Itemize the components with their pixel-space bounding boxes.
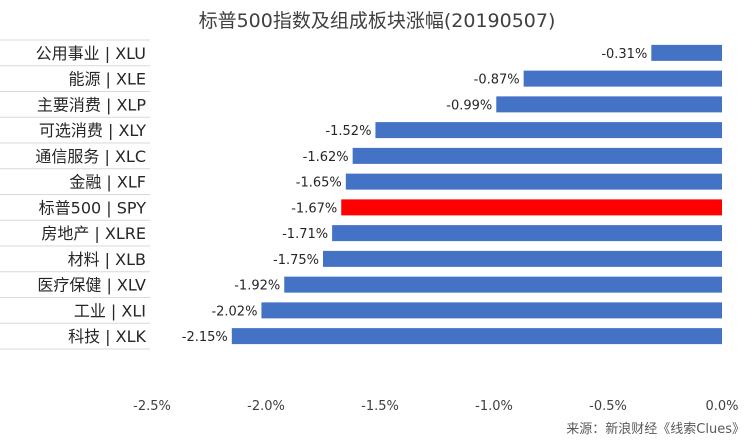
bar xyxy=(523,70,722,87)
x-tick-label: -2.0% xyxy=(247,399,285,414)
data-label: -1.75% xyxy=(273,253,319,268)
data-label: -2.02% xyxy=(211,304,257,319)
category-label: 材料 | XLB xyxy=(68,250,146,269)
bars xyxy=(231,44,723,345)
category-label: 可选消费 | XLY xyxy=(39,121,146,140)
data-labels: -0.31% -0.87% -0.99% -1.52% -1.62% -1.65% -1.6… xyxy=(182,47,648,345)
bar xyxy=(496,96,722,113)
x-tick-label: -1.5% xyxy=(361,399,399,414)
data-label: -1.67% xyxy=(291,201,337,216)
data-label: -1.92% xyxy=(234,279,280,294)
category-label: 标普500 | SPY xyxy=(39,198,147,217)
row-separators xyxy=(0,39,150,350)
x-tick-label: -0.5% xyxy=(589,399,627,414)
category-label: 房地产 | XLRE xyxy=(41,224,146,243)
category-label: 工业 | XLI xyxy=(74,301,146,320)
category-label: 医疗保健 | XLV xyxy=(37,276,146,295)
data-label: -1.65% xyxy=(296,176,342,191)
x-tick-label: -1.0% xyxy=(475,399,513,414)
bar xyxy=(345,173,722,190)
category-label: 公用事业 | XLU xyxy=(36,44,146,63)
bar xyxy=(341,199,722,216)
bar xyxy=(352,147,722,164)
category-label: 主要消费 | XLP xyxy=(37,95,146,114)
bar xyxy=(323,250,722,267)
data-label: -1.52% xyxy=(325,124,371,139)
x-axis-ticks: -2.5% -2.0% -1.5% -1.0% -0.5% 0.0% xyxy=(133,399,738,414)
category-label: 金融 | XLF xyxy=(69,173,146,192)
bar xyxy=(651,44,722,61)
x-tick-label: -2.5% xyxy=(133,399,171,414)
bar xyxy=(284,276,722,293)
category-label: 能源 | XLE xyxy=(68,70,146,89)
data-label: -0.99% xyxy=(446,98,492,113)
data-label: -1.71% xyxy=(282,227,328,242)
bar xyxy=(375,122,722,139)
data-label: -0.87% xyxy=(474,73,520,88)
data-label: -1.62% xyxy=(303,150,349,165)
data-label: -2.15% xyxy=(182,330,228,345)
source-note: 来源：新浪财经《线索Clues》 xyxy=(566,421,745,437)
bar xyxy=(332,225,722,242)
chart-title: 标普500指数及组成板块涨幅(20190507) xyxy=(199,10,556,32)
category-label: 通信服务 | XLC xyxy=(35,147,146,166)
category-labels: 公用事业 | XLU 能源 | XLE 主要消费 | XLP 可选消费 | XLY 通信… xyxy=(35,44,146,346)
data-label: -0.31% xyxy=(601,47,647,62)
bar xyxy=(261,302,722,319)
category-label: 科技 | XLK xyxy=(68,327,146,346)
x-tick-label: 0.0% xyxy=(705,399,738,414)
bar xyxy=(231,328,723,345)
